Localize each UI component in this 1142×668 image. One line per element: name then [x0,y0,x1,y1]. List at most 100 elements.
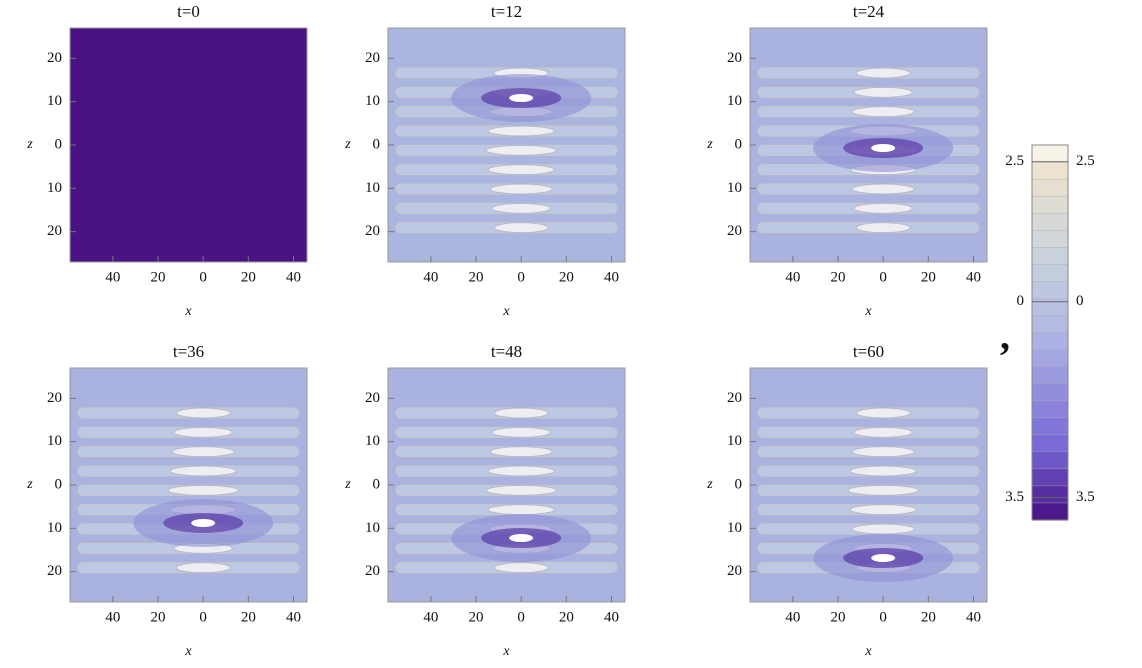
contour-core [849,465,917,477]
colorbar-band [1031,468,1069,487]
contour-core [485,144,557,156]
y-tick-label: 20 [727,50,742,66]
contour-core [489,446,553,458]
x-tick-label: 40 [286,609,301,625]
colorbar-band [1031,144,1069,163]
contour-peak [871,554,896,562]
x-tick-label: 0 [199,269,207,285]
y-tick-label: 20 [727,563,742,579]
colorbar-band [1031,451,1069,470]
x-tick-label: 40 [966,609,981,625]
colorbar-band [1031,195,1069,214]
y-tick-label: 10 [47,433,62,449]
contour-core [171,446,235,458]
y-tick-label: 0 [373,476,381,492]
contour-core [487,164,555,176]
y-tick-label: 10 [47,93,62,109]
y-axis-label: z [26,477,33,492]
colorbar-band [1031,366,1069,385]
panel: t=48 40 20 0 20 40 20 10 0 10 20 x z [344,342,626,659]
y-tick-label: 10 [727,520,742,536]
y-tick-label: 0 [55,136,63,152]
y-tick-label: 20 [365,563,380,579]
y-axis-label: z [344,477,351,492]
y-tick-label: 10 [727,93,742,109]
x-tick-label: 40 [604,269,619,285]
colorbar-band [1031,247,1069,266]
y-tick-label: 10 [365,433,380,449]
colorbar-band [1031,281,1069,300]
y-tick-label: 20 [47,223,62,239]
contour-layer [395,67,618,234]
y-tick-label: 20 [47,563,62,579]
y-axis-label: z [344,137,351,152]
x-tick-label: 40 [105,269,120,285]
contour-core [169,465,237,477]
x-tick-label: 40 [966,269,981,285]
x-tick-label: 20 [559,609,574,625]
colorbar-label: 2.5 [1076,153,1095,169]
y-axis-label: z [26,137,33,152]
x-axis-label: x [864,304,872,319]
contour-core [491,426,551,438]
contour-core [493,222,549,234]
y-tick-label: 10 [365,180,380,196]
y-tick-label: 20 [365,223,380,239]
y-tick-label: 0 [735,136,743,152]
separator: , [1000,313,1010,358]
x-tick-label: 20 [241,269,256,285]
colorbar-band [1031,178,1069,197]
y-tick-label: 10 [365,520,380,536]
contour-core [851,106,915,118]
x-tick-label: 40 [286,269,301,285]
y-tick-label: 10 [727,180,742,196]
contour-core [853,426,913,438]
colorbar-band [1031,502,1069,521]
colorbar-frame [1031,144,1069,521]
x-tick-label: 20 [151,269,166,285]
colorbar-label: 3.5 [1076,489,1095,505]
colorbar-label: 2.5 [1005,153,1024,169]
colorbar-label: 0 [1017,293,1025,309]
x-tick-label: 40 [105,609,120,625]
colorbar-band [1031,230,1069,248]
panel-title: t=36 [173,342,204,361]
contour-layer [757,407,980,582]
x-tick-label: 0 [199,609,207,625]
colorbar-band [1031,332,1069,351]
x-tick-label: 20 [831,609,846,625]
x-tick-label: 20 [921,609,936,625]
y-tick-label: 0 [735,476,743,492]
colorbar-label: 0 [1076,293,1084,309]
x-axis-label: x [864,644,872,659]
contour-core [173,426,233,438]
x-axis-label: x [502,644,510,659]
contour-layer [77,407,300,574]
x-tick-label: 40 [785,609,800,625]
contour-layer [757,67,980,234]
panel-title: t=60 [853,342,884,361]
x-tick-label: 20 [241,609,256,625]
contour-peak [871,144,896,152]
panel-title: t=24 [853,2,885,21]
colorbar-band [1031,485,1069,504]
y-axis-label: z [706,137,713,152]
contour-peak [509,94,534,102]
contour-core [491,202,551,214]
contour-core [851,446,915,458]
contour-core [855,67,911,79]
y-tick-label: 20 [365,390,380,406]
y-tick-label: 20 [365,50,380,66]
plot-area [70,28,307,262]
x-tick-label: 0 [879,269,887,285]
contour-core [175,562,231,574]
panel-title: t=48 [491,342,522,361]
colorbar-band [1031,383,1069,402]
colorbar-band [1031,161,1069,180]
x-tick-label: 0 [517,609,525,625]
contour-peak [509,534,534,542]
y-tick-label: 10 [47,520,62,536]
y-axis-label: z [706,477,713,492]
contour-core [847,484,919,496]
